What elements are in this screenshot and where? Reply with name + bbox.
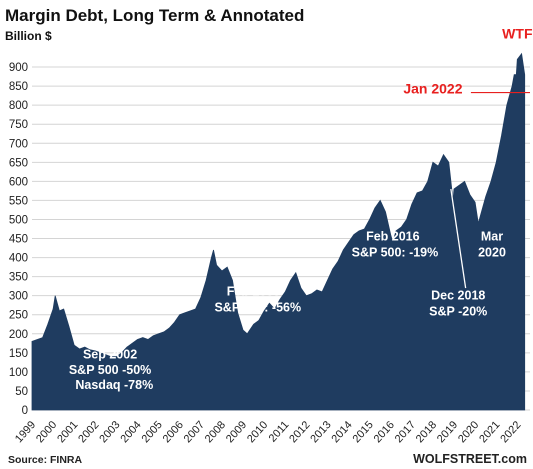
x-tick-2014: 2014	[329, 419, 354, 445]
dec-2018-pointer	[450, 188, 467, 289]
y-tick-800: 800	[9, 100, 28, 112]
y-tick-900: 900	[9, 62, 28, 74]
y-tick-0: 0	[22, 405, 28, 417]
y-tick-650: 650	[9, 157, 28, 169]
x-tick-2001: 2001	[55, 419, 80, 445]
x-tick-labels: 1999200020012002200320042005200620072008…	[13, 419, 524, 445]
x-tick-2009: 2009	[224, 419, 249, 445]
annotation-1: S&P 500 -50%	[69, 363, 151, 377]
y-tick-350: 350	[9, 272, 28, 284]
annotation-0: Sep 2002	[83, 348, 137, 362]
y-tick-550: 550	[9, 195, 28, 207]
y-tick-50: 50	[15, 386, 28, 398]
x-tick-2018: 2018	[414, 419, 439, 445]
y-tick-450: 450	[9, 234, 28, 246]
x-tick-2008: 2008	[203, 419, 228, 445]
annotation-5: Feb 2016	[366, 229, 420, 243]
x-tick-2006: 2006	[161, 419, 186, 445]
y-tick-400: 400	[9, 253, 28, 265]
y-tick-200: 200	[9, 329, 28, 341]
x-tick-1999: 1999	[13, 419, 38, 445]
y-tick-600: 600	[9, 176, 28, 188]
x-tick-2022: 2022	[498, 419, 523, 445]
source-note: Source: FINRA	[8, 454, 83, 466]
x-tick-2011: 2011	[267, 419, 292, 445]
red-annotation-0: WTF	[502, 25, 533, 41]
x-tick-2005: 2005	[140, 419, 165, 445]
x-tick-2019: 2019	[435, 419, 460, 445]
x-tick-2020: 2020	[456, 419, 481, 445]
x-tick-2016: 2016	[372, 419, 397, 445]
annotation-9: Dec 2018	[431, 288, 485, 302]
data-area	[31, 52, 526, 411]
x-tick-2002: 2002	[76, 419, 101, 445]
x-tick-2015: 2015	[351, 419, 376, 445]
y-tick-labels: 0 50 100 150 200 250 300 350 400 450 500 550 600 650 7…	[9, 62, 28, 417]
x-tick-2000: 2000	[34, 419, 59, 445]
x-tick-2013: 2013	[308, 419, 333, 445]
y-tick-700: 700	[9, 138, 28, 150]
annotation-10: S&P -20%	[429, 304, 487, 318]
annotation-6: S&P 500: -19%	[352, 245, 439, 259]
annotation-8: 2020	[478, 245, 506, 259]
y-tick-150: 150	[9, 348, 28, 360]
annotation-4: S&P 500: -56%	[214, 301, 301, 315]
x-tick-2007: 2007	[182, 419, 207, 445]
chart-title: Margin Debt, Long Term & Annotated	[5, 6, 304, 25]
y-tick-300: 300	[9, 291, 28, 303]
x-tick-2017: 2017	[393, 419, 418, 445]
margin-debt-series	[31, 52, 526, 411]
x-tick-2004: 2004	[118, 419, 143, 445]
annotation-7: Mar	[481, 229, 503, 243]
red-annotation-1: Jan 2022	[403, 81, 462, 97]
brand-label: WOLFSTREET.com	[413, 452, 527, 466]
y-tick-750: 750	[9, 119, 28, 131]
x-tick-2012: 2012	[287, 419, 312, 445]
y-tick-850: 850	[9, 81, 28, 93]
y-tick-500: 500	[9, 214, 28, 226]
y-axis-label: Billion $	[5, 29, 52, 43]
x-tick-2003: 2003	[97, 419, 122, 445]
annotation-3: Feb 2009	[227, 285, 281, 299]
y-tick-100: 100	[9, 367, 28, 379]
x-tick-2021: 2021	[477, 419, 502, 445]
annotation-2: Nasdaq -78%	[75, 378, 153, 392]
x-tick-2010: 2010	[245, 419, 270, 445]
y-tick-250: 250	[9, 310, 28, 322]
